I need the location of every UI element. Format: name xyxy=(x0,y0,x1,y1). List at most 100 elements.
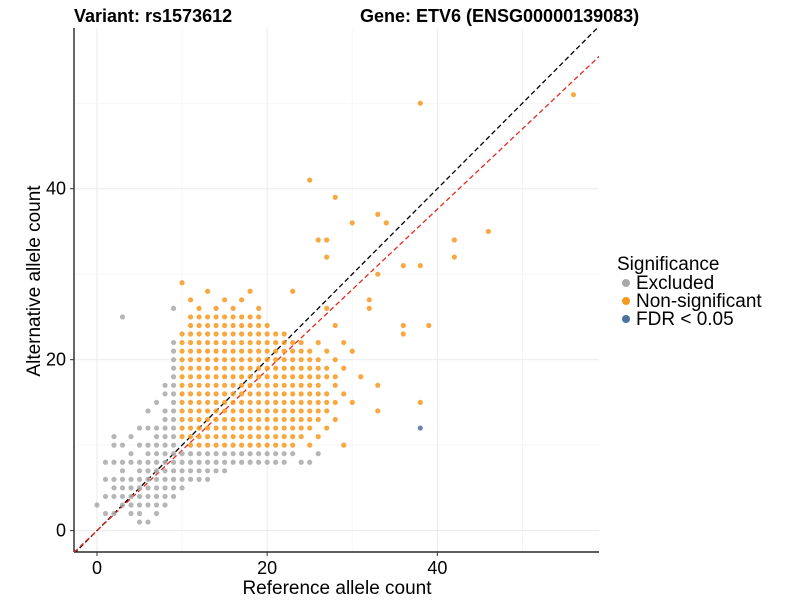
point-non-significant xyxy=(187,339,194,346)
point-non-significant xyxy=(570,92,577,98)
point-non-significant xyxy=(417,399,423,406)
point-non-significant xyxy=(281,391,287,397)
point-non-significant xyxy=(239,399,245,406)
axes xyxy=(73,28,599,553)
y-tick-label-20: 20 xyxy=(46,350,66,370)
point-non-significant xyxy=(324,254,330,260)
point-non-significant xyxy=(290,374,296,380)
point-non-significant xyxy=(230,365,236,371)
x-tick-label-20: 20 xyxy=(257,558,277,578)
point-non-significant xyxy=(187,314,194,320)
point-excluded xyxy=(170,442,177,448)
point-excluded xyxy=(170,416,177,423)
point-excluded xyxy=(119,442,126,448)
point-excluded xyxy=(170,348,177,354)
point-non-significant xyxy=(239,365,245,371)
point-non-significant xyxy=(196,331,202,337)
point-non-significant xyxy=(187,416,194,423)
point-excluded xyxy=(162,502,168,508)
point-non-significant xyxy=(222,331,228,337)
reference-line-expected-ratio xyxy=(74,55,599,552)
grid-lines xyxy=(74,28,599,552)
point-non-significant xyxy=(230,425,236,431)
point-non-significant xyxy=(298,365,304,371)
point-excluded xyxy=(179,468,185,474)
point-non-significant xyxy=(375,271,381,277)
point-non-significant xyxy=(298,425,304,431)
point-non-significant xyxy=(247,416,253,423)
point-non-significant xyxy=(213,399,219,406)
point-non-significant xyxy=(187,331,194,337)
point-non-significant xyxy=(239,357,245,363)
point-excluded xyxy=(94,502,100,508)
point-excluded xyxy=(102,493,109,500)
point-non-significant xyxy=(264,391,270,397)
point-non-significant xyxy=(281,382,287,388)
point-non-significant xyxy=(417,100,423,106)
point-excluded xyxy=(222,468,228,474)
point-non-significant xyxy=(315,365,321,371)
point-non-significant xyxy=(307,416,313,423)
point-excluded xyxy=(170,451,177,457)
legend-label-fdr-0-05: FDR < 0.05 xyxy=(636,309,734,330)
point-non-significant xyxy=(196,425,202,431)
point-excluded xyxy=(196,476,202,482)
point-excluded xyxy=(204,476,211,482)
point-non-significant xyxy=(204,425,211,431)
point-non-significant xyxy=(179,434,185,440)
point-non-significant xyxy=(256,442,262,448)
point-excluded xyxy=(119,459,126,465)
point-non-significant xyxy=(290,399,296,406)
point-excluded xyxy=(102,476,109,482)
point-non-significant xyxy=(230,339,236,346)
point-non-significant xyxy=(281,434,287,440)
point-non-significant xyxy=(179,391,185,397)
point-excluded xyxy=(170,434,177,440)
point-non-significant xyxy=(230,348,236,354)
point-non-significant xyxy=(315,416,321,423)
point-non-significant xyxy=(290,416,296,423)
point-non-significant xyxy=(298,382,304,388)
point-non-significant xyxy=(290,339,296,346)
point-non-significant xyxy=(307,348,313,354)
legend: Significance ExcludedNon-significantFDR … xyxy=(617,254,762,330)
point-excluded xyxy=(256,451,262,457)
point-non-significant xyxy=(213,442,219,448)
point-non-significant xyxy=(179,374,185,380)
point-non-significant xyxy=(213,408,219,414)
point-non-significant xyxy=(400,331,406,337)
point-non-significant xyxy=(264,365,270,371)
point-excluded xyxy=(136,502,143,508)
point-non-significant xyxy=(204,442,211,448)
point-excluded xyxy=(162,425,168,431)
point-non-significant xyxy=(196,391,202,397)
point-non-significant xyxy=(187,425,194,431)
point-non-significant xyxy=(230,399,236,406)
point-excluded xyxy=(128,502,134,508)
point-excluded xyxy=(187,476,194,482)
point-excluded xyxy=(102,459,109,465)
point-non-significant xyxy=(451,254,457,260)
point-non-significant xyxy=(247,399,253,406)
point-non-significant xyxy=(315,434,321,440)
legend-key-excluded xyxy=(622,279,630,287)
point-non-significant xyxy=(196,365,202,371)
point-excluded xyxy=(213,468,219,474)
point-non-significant xyxy=(247,374,253,380)
point-excluded xyxy=(264,451,270,457)
point-non-significant xyxy=(349,399,355,406)
point-non-significant xyxy=(324,399,330,406)
point-excluded xyxy=(136,485,143,491)
point-non-significant xyxy=(485,228,491,235)
point-non-significant xyxy=(230,442,236,448)
point-excluded xyxy=(128,459,134,465)
point-non-significant xyxy=(273,425,279,431)
point-non-significant xyxy=(230,314,236,320)
point-non-significant xyxy=(179,425,185,431)
point-non-significant xyxy=(341,442,347,448)
point-excluded xyxy=(136,510,143,517)
point-excluded xyxy=(162,451,168,457)
reference-line-identity xyxy=(74,28,599,552)
point-excluded xyxy=(119,468,126,474)
point-non-significant xyxy=(281,339,287,346)
